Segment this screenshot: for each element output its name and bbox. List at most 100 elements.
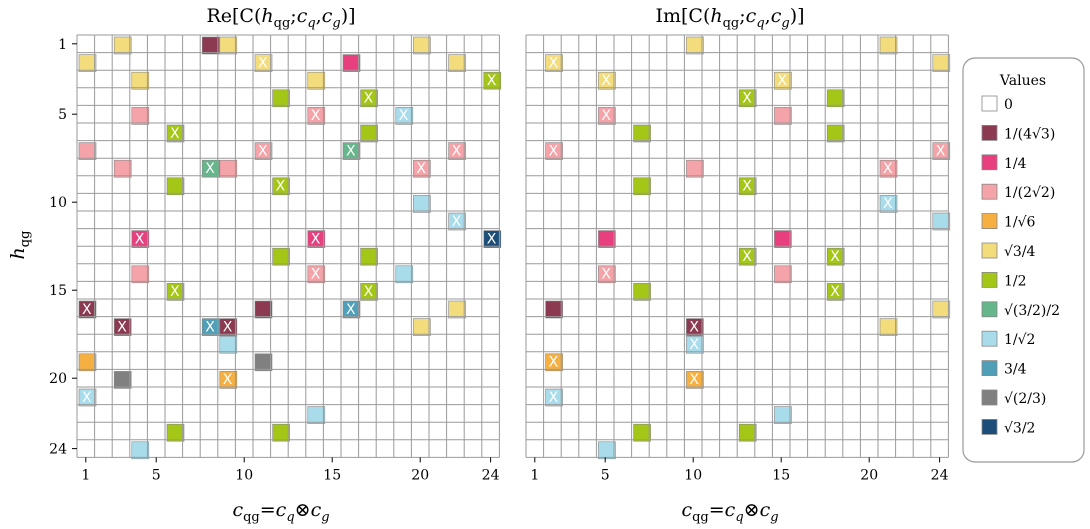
heatmap-cell [307,406,326,424]
cell-x-marker: X [601,267,611,283]
x-tick-label: 20 [411,467,429,483]
heatmap-cell [395,265,414,284]
heatmap-cell [774,406,792,424]
heatmap-cell [826,247,845,266]
heatmap-cell [78,388,97,407]
cell-x-marker: X [830,249,840,265]
heatmap-cell [113,371,132,389]
heatmap-cell [879,36,898,55]
cell-x-marker: X [170,126,180,142]
cell-x-marker: X [689,319,699,335]
heatmap-cell [774,230,792,248]
heatmap-cell [395,107,414,125]
heatmap-cell [131,107,150,125]
cell-x-marker: X [364,91,374,107]
heatmap-cell [932,54,951,72]
heatmap-cell [166,283,185,301]
cell-x-marker: X [742,91,752,107]
heatmap-cell [738,89,757,108]
heatmap-cell [932,212,951,231]
heatmap-cell [598,230,616,248]
x-tick-label: 1 [81,467,90,483]
heatmap-cell [686,371,704,389]
cell-x-marker: X [549,390,559,406]
x-tick-label: 5 [152,467,161,483]
cell-x-marker: X [830,284,840,300]
heatmap-cell [879,318,898,336]
heatmap-cell [633,283,651,301]
legend-label: 3/4 [1004,362,1027,378]
legend-label: 1/(4√3) [1004,126,1055,142]
heatmap-cell [131,230,150,248]
cell-x-marker: X [416,161,426,177]
cell-x-marker: X [223,319,233,335]
heatmap-cell [272,423,290,442]
y-tick-label: 10 [49,195,67,211]
heatmap-cell [826,283,845,301]
legend-swatch [981,125,998,141]
legend-label: 1/4 [1004,156,1027,172]
heatmap-cell [131,265,150,284]
legend-swatch [981,154,998,171]
legend-swatch [981,389,998,406]
heatmap-cell [545,54,563,72]
heatmap-cell [219,159,238,178]
panel-re-title: Re[C(hqg;cq,cg)] [206,5,355,31]
heatmap-cell [307,107,326,125]
heatmap-cell [78,54,97,72]
x-tick-label: 10 [235,467,253,483]
cell-x-marker: X [883,161,893,177]
heatmap-cell [413,318,431,336]
heatmap-cell [483,230,502,248]
cell-x-marker: X [601,108,611,124]
legend-swatch [981,271,998,288]
heatmap-cell [545,142,563,160]
heatmap-cell [254,142,273,160]
heatmap-cell [201,36,220,55]
heatmap-cell [598,107,616,125]
heatmap-cell [201,159,220,178]
heatmap-cell [272,89,290,108]
heatmap-cell [342,142,361,160]
cell-x-marker: X [742,249,752,265]
x-tick-label: 15 [772,467,790,483]
heatmap-cell [254,300,273,319]
legend-swatch [981,418,998,435]
cell-x-marker: X [311,231,321,247]
x-tick-label: 24 [931,467,949,483]
heatmap-cell [360,124,378,143]
cell-x-marker: X [258,55,268,71]
y-tick-label: 24 [49,442,67,458]
heatmap-cell [633,177,651,196]
heatmap-cell [78,300,97,319]
heatmap-cell [413,159,431,178]
x-tick-label: 1 [530,467,539,483]
cell-x-marker: X [883,196,893,212]
heatmap-cell [113,36,132,55]
heatmap-cell [738,423,757,442]
heatmap-cell [686,159,704,178]
heatmap-cell [219,36,238,55]
heatmap-cell [545,353,563,372]
heatmap-cell [360,283,378,301]
legend-swatch [981,330,998,347]
y-tick-label: 20 [49,371,67,387]
cell-x-marker: X [346,143,356,159]
heatmap-cell [166,124,185,143]
cell-x-marker: X [223,372,233,388]
heatmap-cell [272,177,290,196]
cell-x-marker: X [549,355,559,371]
heatmap-cell [598,71,616,90]
y-tick-label: 15 [49,283,67,299]
legend-title: Values [999,73,1046,89]
cell-x-marker: X [117,319,127,335]
legend: Values 0 1/(4√3) 1/4 1/(2√2) 1/√6 √3/4 1/2 √(3/… [962,57,1085,463]
x-axis-label-im: cqg=cq⊗cg [681,499,778,525]
heatmap-cell [633,423,651,442]
heatmap-cell [686,36,704,55]
y-axis-label: hqg [7,231,33,260]
cell-x-marker: X [689,372,699,388]
heatmap-cell [219,371,238,389]
heatmap-cell [686,318,704,336]
